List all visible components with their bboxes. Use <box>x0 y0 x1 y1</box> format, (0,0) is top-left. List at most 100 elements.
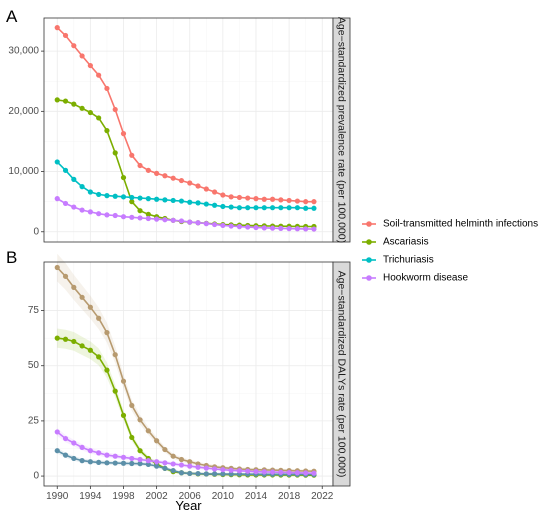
data-point <box>71 440 77 446</box>
data-point <box>286 197 292 204</box>
legend-label: Hookworm disease <box>383 273 468 284</box>
data-point <box>187 180 193 186</box>
panel-a-label: A <box>6 7 18 26</box>
data-point <box>137 417 143 423</box>
panel-a-strip-label: Age−standardized prevalence rate (per 10… <box>336 17 348 243</box>
data-point <box>137 195 143 201</box>
data-point <box>162 173 168 179</box>
data-point <box>294 470 300 476</box>
panel-b-y-axis: 0 25 50 75 <box>28 305 44 482</box>
data-point <box>137 208 143 214</box>
data-point <box>203 221 209 227</box>
data-point <box>303 226 309 232</box>
data-point <box>145 461 151 467</box>
legend-marker <box>366 221 372 227</box>
data-point <box>203 201 209 207</box>
legend-marker <box>366 275 372 281</box>
data-point <box>195 200 201 206</box>
data-point <box>154 459 160 465</box>
data-point <box>187 199 193 205</box>
data-point <box>137 215 143 221</box>
x-tick-label: 2010 <box>212 491 235 502</box>
panel-b-label: B <box>6 248 17 267</box>
data-point <box>87 209 93 215</box>
legend-item: Trichuriasis <box>362 255 434 266</box>
data-point <box>236 205 243 211</box>
legend-label: Ascariasis <box>383 237 429 248</box>
data-point <box>303 199 309 205</box>
x-tick-label: 2014 <box>245 491 268 502</box>
panel-a-series <box>54 25 317 232</box>
legend-item: Soil-transmitted helminth infections <box>362 219 538 230</box>
data-point <box>187 219 193 225</box>
data-point <box>286 226 292 232</box>
data-point <box>79 343 85 349</box>
data-point <box>269 205 276 211</box>
data-point <box>278 469 284 475</box>
data-point <box>245 205 251 211</box>
data-point <box>112 106 118 113</box>
data-point <box>253 196 259 202</box>
data-point <box>96 315 102 321</box>
data-point <box>236 468 243 474</box>
data-point <box>278 205 284 211</box>
data-point <box>120 131 127 137</box>
data-point <box>311 205 317 211</box>
y-tick-label: 0 <box>33 471 39 482</box>
data-point <box>170 461 176 467</box>
data-point <box>87 459 93 465</box>
data-point <box>154 216 160 222</box>
data-point <box>236 224 243 230</box>
data-point <box>54 335 60 341</box>
data-point <box>96 459 102 465</box>
data-point <box>71 176 77 182</box>
y-tick-label: 50 <box>28 360 40 371</box>
data-point <box>71 101 77 107</box>
data-point <box>137 162 143 169</box>
data-point <box>54 448 60 454</box>
data-point <box>79 294 85 300</box>
data-point <box>203 186 209 192</box>
data-point <box>154 170 160 176</box>
data-point <box>269 225 276 231</box>
x-tick-label: 2002 <box>145 491 168 502</box>
data-point <box>129 402 135 409</box>
data-point <box>178 198 185 204</box>
x-axis-title: Year <box>175 498 202 513</box>
panel-b-series <box>54 264 317 478</box>
data-point <box>79 53 85 59</box>
data-point <box>195 220 201 226</box>
data-point <box>154 438 160 444</box>
data-point <box>62 452 69 458</box>
data-point <box>286 205 292 211</box>
data-point <box>54 264 60 271</box>
data-point <box>195 464 201 470</box>
data-point <box>129 214 135 220</box>
data-point <box>62 435 69 442</box>
data-point <box>220 471 226 477</box>
data-point <box>145 428 151 434</box>
legend-item: Hookworm disease <box>362 273 468 284</box>
y-tick-label: 0 <box>33 226 39 237</box>
data-point <box>170 217 176 223</box>
data-point <box>278 225 284 231</box>
data-point <box>170 467 176 474</box>
data-point <box>120 214 127 220</box>
data-point <box>228 204 234 210</box>
data-point <box>96 72 102 78</box>
data-point <box>178 456 185 463</box>
data-point <box>203 471 209 477</box>
data-point <box>104 85 110 92</box>
data-point <box>245 468 251 474</box>
y-tick-label: 10,000 <box>8 166 39 177</box>
data-point <box>178 470 185 476</box>
data-point <box>104 460 110 466</box>
data-point <box>129 194 135 201</box>
data-point <box>87 347 93 353</box>
data-point <box>104 330 110 336</box>
data-point <box>96 211 102 217</box>
data-point <box>178 218 185 224</box>
data-point <box>54 196 60 202</box>
data-point <box>71 455 77 462</box>
data-point <box>220 467 226 473</box>
